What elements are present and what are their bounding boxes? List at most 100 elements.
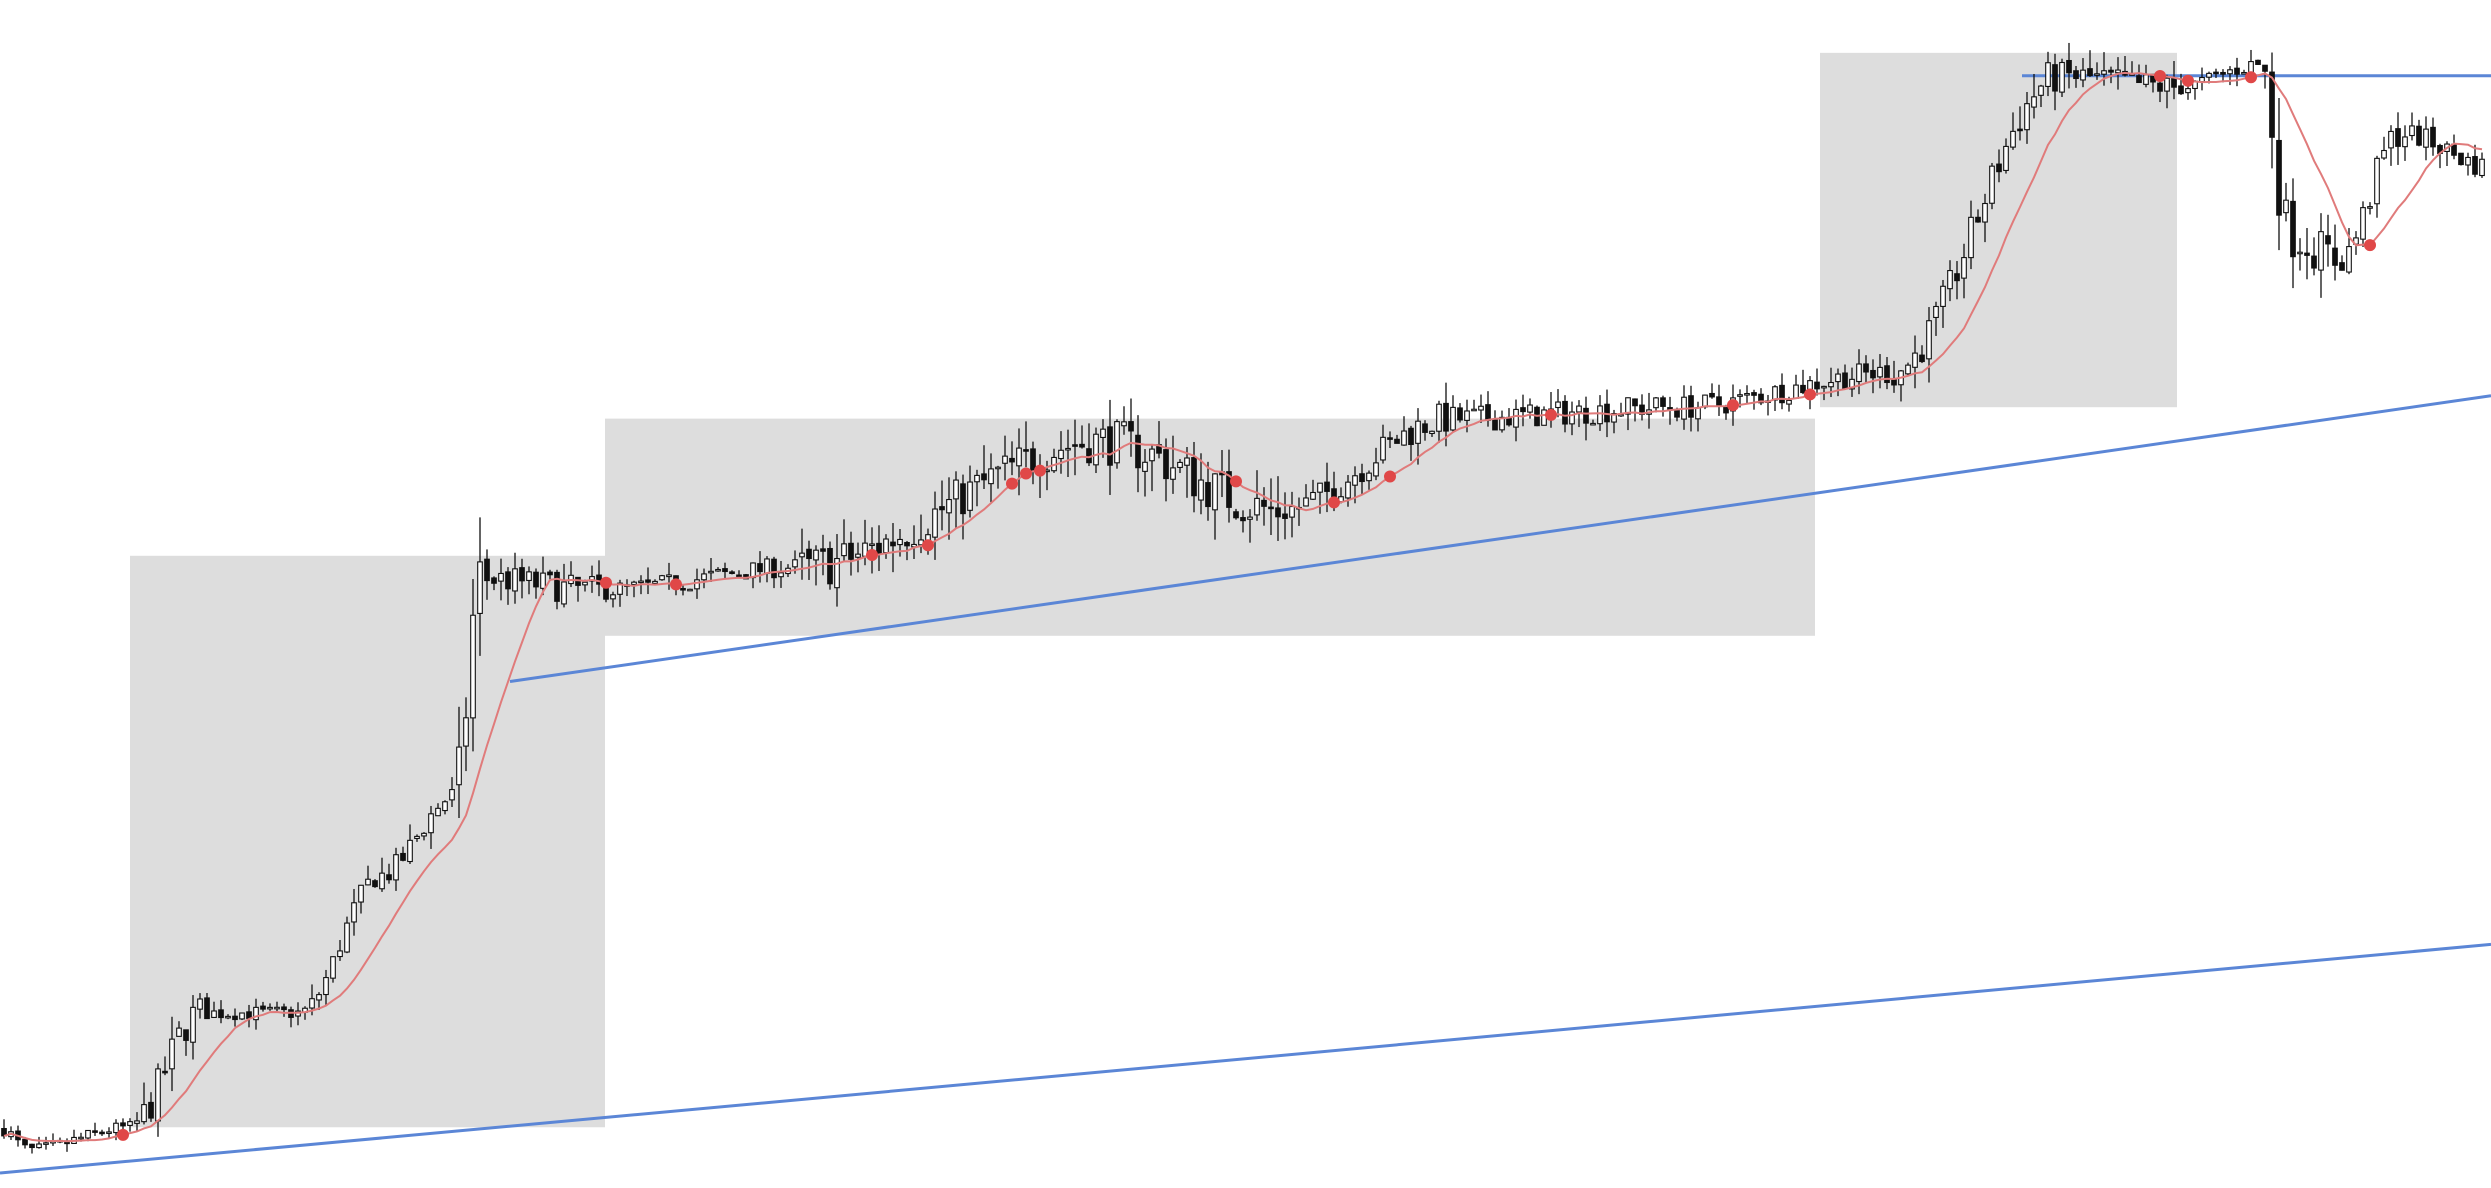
candle-body — [638, 580, 644, 584]
candle — [757, 551, 763, 583]
candle-body — [2465, 156, 2471, 166]
candle — [610, 591, 616, 608]
candle — [2052, 53, 2058, 111]
candle — [729, 570, 735, 575]
candle-body — [1366, 472, 1372, 482]
candle — [463, 697, 469, 772]
candle — [2269, 52, 2275, 169]
candle-body — [904, 542, 910, 547]
candle — [274, 1001, 280, 1012]
candle-body — [2325, 235, 2331, 245]
candle — [1751, 389, 1757, 410]
candle-body — [1030, 448, 1036, 472]
candle — [148, 1092, 154, 1122]
candle-body — [78, 1136, 84, 1140]
candle-body — [176, 1027, 182, 1037]
candle — [2185, 86, 2191, 100]
candle-body — [1016, 447, 1022, 467]
candle — [92, 1122, 98, 1136]
signal-dot — [2245, 71, 2257, 84]
candle-body — [512, 568, 518, 592]
candle — [211, 1001, 217, 1018]
candle-body — [1170, 467, 1176, 480]
candle-body — [1576, 405, 1582, 413]
candle — [50, 1133, 56, 1146]
candle — [1114, 419, 1120, 469]
candle-body — [750, 562, 756, 579]
candle — [827, 541, 833, 590]
candle-body — [2003, 145, 2009, 171]
candle-body — [876, 542, 882, 555]
candle-body — [2108, 69, 2114, 73]
candle — [1240, 510, 1246, 533]
candle — [1961, 243, 1967, 299]
candle-body — [820, 548, 826, 552]
candle — [1254, 470, 1260, 521]
candle-body — [463, 717, 469, 747]
candle-body — [470, 614, 476, 719]
candle — [1072, 419, 1078, 476]
candle — [281, 1003, 287, 1017]
candle-body — [1961, 257, 1967, 279]
candle — [120, 1118, 126, 1131]
candle — [1226, 449, 1232, 523]
candle — [337, 940, 343, 961]
candle — [498, 558, 504, 601]
candle-body — [1821, 385, 1827, 389]
candle — [428, 805, 434, 849]
candle-body — [1954, 273, 1960, 282]
candle-body — [421, 832, 427, 837]
candle — [2108, 66, 2114, 84]
candle — [1303, 484, 1309, 507]
candle — [2290, 178, 2296, 289]
candle-body — [505, 571, 511, 590]
candle-body — [1919, 354, 1925, 363]
candle — [1429, 430, 1435, 437]
candle-body — [715, 568, 721, 572]
candle-body — [225, 1015, 231, 1019]
candle-body — [498, 572, 504, 582]
candle — [2423, 116, 2429, 161]
candle — [1093, 427, 1099, 474]
candle-body — [1310, 491, 1316, 500]
candle — [2416, 119, 2422, 147]
candle-body — [1870, 369, 1876, 379]
candle — [225, 1014, 231, 1020]
candle-body — [1569, 411, 1575, 425]
candle-body — [1429, 430, 1435, 435]
signal-dot — [1804, 388, 1816, 401]
candle-body — [1324, 481, 1330, 492]
candle-body — [1303, 497, 1309, 507]
candle — [2087, 50, 2093, 77]
candle-body — [1814, 381, 1820, 390]
candle — [477, 517, 483, 656]
candle — [1660, 395, 1666, 417]
candle — [1863, 355, 1869, 384]
candle-body — [2458, 152, 2464, 166]
candle — [218, 1000, 224, 1024]
candle — [1100, 419, 1106, 458]
candle — [2213, 68, 2219, 79]
candle-body — [2395, 128, 2401, 147]
candle-body — [771, 558, 777, 579]
consolidation-zone-1 — [130, 555, 605, 1128]
candle — [960, 474, 966, 540]
candle-body — [267, 1006, 273, 1010]
candle — [358, 884, 364, 914]
candle-body — [1464, 410, 1470, 421]
candle — [1989, 162, 1995, 210]
candle — [2465, 152, 2471, 176]
candle — [99, 1129, 105, 1136]
candle — [204, 993, 210, 1020]
candle-body — [1562, 400, 1568, 425]
candle — [680, 584, 686, 596]
candle-body — [1002, 455, 1008, 464]
candle-body — [1541, 409, 1547, 426]
candle — [372, 879, 378, 888]
signal-dot — [1230, 475, 1242, 488]
candle-body — [1093, 433, 1099, 466]
candle-body — [1100, 428, 1106, 438]
candle-body — [1737, 394, 1743, 397]
candle-body — [841, 543, 847, 557]
